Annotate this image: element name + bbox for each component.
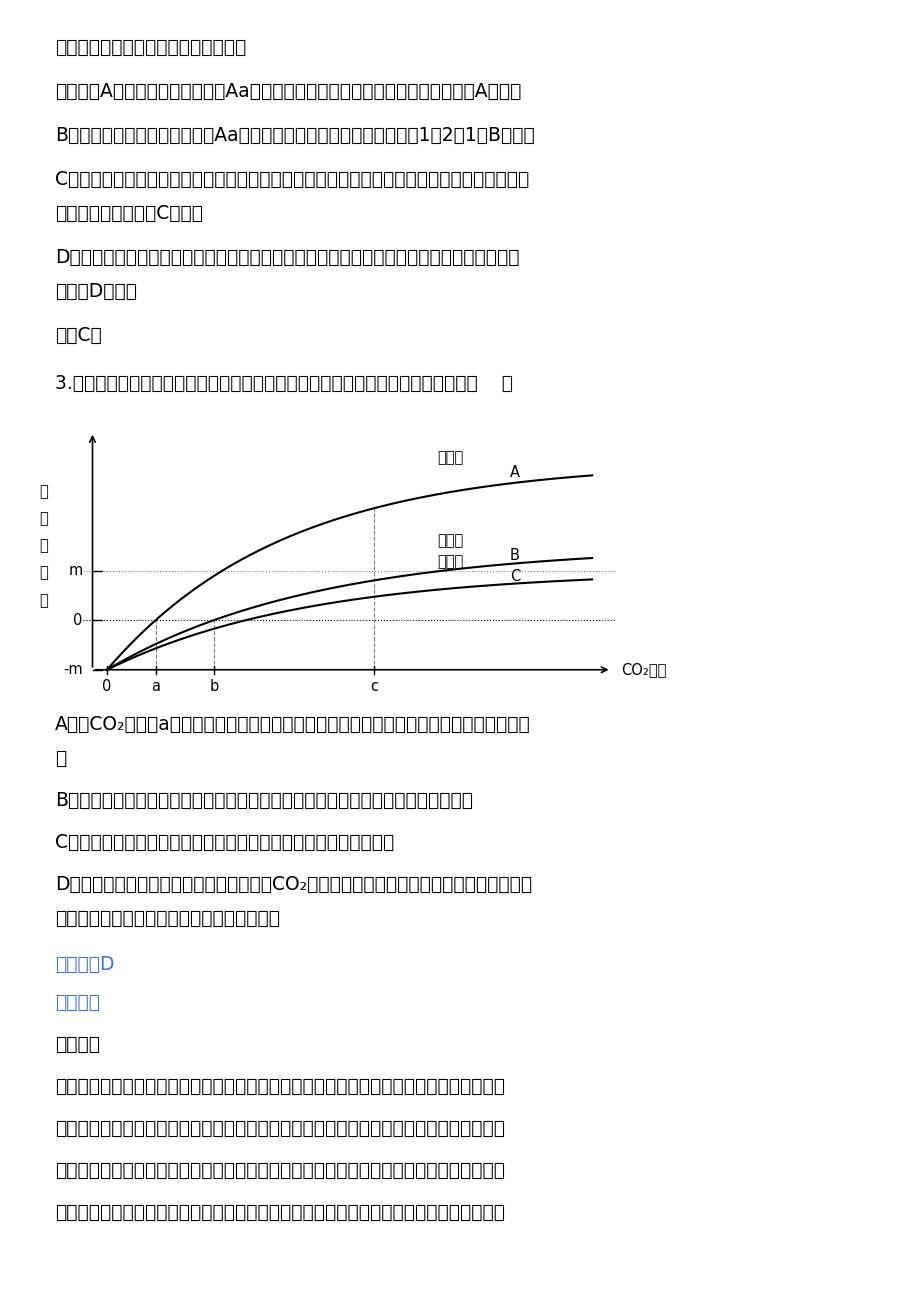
Text: 时考虑光强这一因素的影响，并采取相应措施: 时考虑光强这一因素的影响，并采取相应措施 (55, 909, 279, 928)
Text: A．当CO₂浓度为a时，高光强下该植物的光合速率大于呼吸速率，该条件下植物可以正常生: A．当CO₂浓度为a时，高光强下该植物的光合速率大于呼吸速率，该条件下植物可以正… (55, 715, 530, 734)
Text: 不变，D正确。: 不变，D正确。 (55, 283, 137, 301)
Text: 3.某植物净光合速率变化趋势如图所示。据图下列有关光合和呼吸的叙述正确的是（    ）: 3.某植物净光合速率变化趋势如图所示。据图下列有关光合和呼吸的叙述正确的是（ ） (55, 374, 513, 393)
Text: -m: -m (63, 663, 83, 677)
Text: 光合作用分为两个阶段进行，在这两个阶段中，第一阶段是直接需要光的称为光反应，第二: 光合作用分为两个阶段进行，在这两个阶段中，第一阶段是直接需要光的称为光反应，第二 (55, 1077, 505, 1096)
Text: c: c (369, 678, 378, 694)
Text: 择是定向的，是适应进化的唯一因素。: 择是定向的，是适应进化的唯一因素。 (55, 38, 246, 57)
Text: 净: 净 (40, 484, 49, 499)
Text: 低光强: 低光强 (437, 555, 462, 569)
Text: b: b (209, 678, 218, 694)
Text: 阶段不需要光直接参加，是二氧化碳转变为糖的反过程称为暗反应。光合作用在叶绿体中进: 阶段不需要光直接参加，是二氧化碳转变为糖的反过程称为暗反应。光合作用在叶绿体中进 (55, 1118, 505, 1138)
Text: C: C (509, 569, 519, 585)
Text: m: m (69, 564, 83, 578)
Text: A: A (509, 465, 519, 480)
Text: 高光强: 高光强 (437, 450, 462, 466)
Text: B、理论上，该果蝇种群（只有Aa）自由交配的子一代他们的数量比是1：2：1，B正确；: B、理论上，该果蝇种群（只有Aa）自由交配的子一代他们的数量比是1：2：1，B正… (55, 126, 534, 145)
Text: 【分析】: 【分析】 (55, 1035, 100, 1055)
Text: CO₂浓度: CO₂浓度 (620, 663, 666, 677)
Text: 所以种群没有进化，C错误；: 所以种群没有进化，C错误； (55, 204, 203, 223)
Text: a: a (151, 678, 160, 694)
Text: B．该实验的因变量是光强和二氧化碳浓度，自变量是净光合速率，无关变量是温度: B．该实验的因变量是光强和二氧化碳浓度，自变量是净光合速率，无关变量是温度 (55, 792, 472, 810)
Text: 0: 0 (102, 678, 111, 694)
Text: 长: 长 (55, 749, 66, 768)
Text: D、自由交配不改变基因频率也不改变基因型的频率所以子二代和子三代显性个体所占的比例: D、自由交配不改变基因频率也不改变基因型的频率所以子二代和子三代显性个体所占的比… (55, 247, 519, 267)
Text: 合: 合 (40, 538, 49, 553)
Text: 【解析】: 【解析】 (55, 993, 100, 1012)
Text: 【详解】A、该种群的基因型只有Aa，所以显性基因和隐性基因的频率是相等的，A正确；: 【详解】A、该种群的基因型只有Aa，所以显性基因和隐性基因的频率是相等的，A正确… (55, 82, 521, 102)
Text: B: B (509, 548, 519, 562)
Text: D．据图可推测，在温室中，若要采取提高CO₂浓度的措施来提高该种植物的产量，还应该同: D．据图可推测，在温室中，若要采取提高CO₂浓度的措施来提高该种植物的产量，还应… (55, 875, 531, 894)
Text: 行，光反应的场所位于类囊体膜，暗反应的场所在叶绿体基质。光反应的发生需要叶绿体类: 行，光反应的场所位于类囊体膜，暗反应的场所在叶绿体基质。光反应的发生需要叶绿体类 (55, 1161, 505, 1180)
Text: 囊体膜上的色素、酶参与。光合作用和呼吸作用是植物两大重要的代谢反应，光合作用与呼: 囊体膜上的色素、酶参与。光合作用和呼吸作用是植物两大重要的代谢反应，光合作用与呼 (55, 1203, 505, 1223)
Text: 【答案】D: 【答案】D (55, 954, 114, 974)
Text: 0: 0 (74, 613, 83, 628)
Text: 故选C。: 故选C。 (55, 326, 102, 345)
Text: C、种群进化的标志是基因频率的改变而不是基因型的频率，该种群随机交配不改变基因频率，: C、种群进化的标志是基因频率的改变而不是基因型的频率，该种群随机交配不改变基因频… (55, 171, 528, 189)
Text: 光: 光 (40, 512, 49, 526)
Text: 率: 率 (40, 592, 49, 608)
Text: 速: 速 (40, 565, 49, 581)
Text: 中光强: 中光强 (437, 534, 462, 548)
Text: C．该植物的净光合速率可以用植物单位时间内产生氧气的量来表示: C．该植物的净光合速率可以用植物单位时间内产生氧气的量来表示 (55, 833, 394, 852)
